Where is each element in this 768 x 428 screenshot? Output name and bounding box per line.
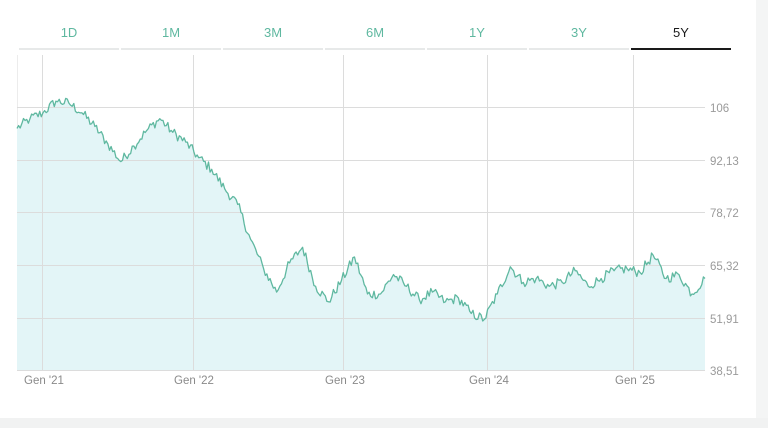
tab-underline	[19, 48, 119, 50]
tab-underline	[223, 48, 323, 50]
tab-label: 3M	[263, 25, 283, 40]
tab-3m[interactable]: 3M	[223, 20, 323, 50]
tab-3y[interactable]: 3Y	[529, 20, 629, 50]
tab-underline	[529, 48, 629, 50]
x-tick-label: Gen '21	[24, 375, 64, 387]
tab-underline	[427, 48, 527, 50]
tab-underline	[631, 48, 731, 50]
y-axis: 106 92,13 78,72 65,32 51,91 38,51	[710, 103, 739, 378]
tab-5y[interactable]: 5Y	[631, 20, 731, 50]
y-tick-label: 78,72	[710, 208, 739, 220]
y-tick-label: 51,91	[710, 314, 739, 326]
right-gutter	[756, 0, 768, 428]
tab-label: 1Y	[469, 25, 485, 40]
price-line	[16, 97, 706, 322]
x-axis: Gen '21 Gen '22 Gen '23 Gen '24 Gen '25	[24, 375, 655, 387]
bottom-bar	[0, 418, 768, 428]
y-tick-label: 38,51	[710, 366, 739, 378]
tab-label: 1D	[60, 25, 78, 40]
tab-label: 6M	[365, 25, 385, 40]
x-tick-label: Gen '23	[325, 375, 365, 387]
range-tabs: 1D 1M 3M 6M 1Y 3Y 5Y	[18, 20, 732, 50]
y-tick-label: 65,32	[710, 261, 739, 273]
y-tick-label: 106	[710, 103, 729, 115]
tab-label: 3Y	[571, 25, 587, 40]
tab-underline	[121, 48, 221, 50]
tab-label: 1M	[161, 25, 181, 40]
tab-6m[interactable]: 6M	[325, 20, 425, 50]
tab-1d[interactable]: 1D	[19, 20, 119, 50]
y-tick-label: 92,13	[710, 156, 739, 168]
price-area-fill	[17, 98, 705, 371]
tab-label: 5Y	[673, 25, 689, 40]
tab-1m[interactable]: 1M	[121, 20, 221, 50]
tab-1y[interactable]: 1Y	[427, 20, 527, 50]
x-tick-label: Gen '25	[615, 375, 655, 387]
tab-underline	[325, 48, 425, 50]
x-tick-label: Gen '22	[174, 375, 214, 387]
y-gridlines	[17, 107, 705, 371]
x-tick-label: Gen '24	[469, 375, 510, 387]
